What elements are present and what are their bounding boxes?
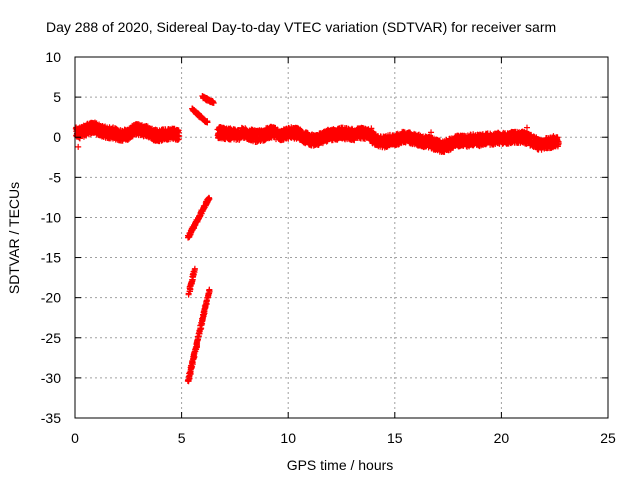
data-point [368,125,375,132]
y-tick-label: -20 [41,290,61,306]
data-point [227,125,234,132]
data-point [210,100,217,107]
data-point [204,119,211,126]
data-point [210,99,217,106]
y-axis-label: SDTVAR / TECUs [6,182,22,294]
x-tick-label: 10 [280,430,296,446]
data-point [523,124,530,131]
y-tick-label: -5 [49,169,62,185]
y-tick-label: -10 [41,209,61,225]
y-tick-label: -35 [41,410,61,426]
x-tick-label: 25 [600,430,616,446]
data-point [190,268,197,275]
x-tick-label: 20 [494,430,510,446]
data-point [206,195,213,202]
y-axis-ticks: -35 -30 -25 -20 -15 -10 -5 0 5 10 [41,49,608,426]
data-point [175,127,182,134]
data-point [504,130,511,137]
y-tick-label: -25 [41,330,61,346]
y-tick-label: -30 [41,370,61,386]
x-tick-label: 15 [387,430,403,446]
data-point [206,287,213,294]
data-point [428,129,435,136]
y-tick-label: 10 [45,49,61,65]
plot-frame [74,56,609,419]
data-point [191,265,198,272]
y-tick-label: -15 [41,250,61,266]
x-axis-label: GPS time / hours [287,457,394,473]
data-points [72,92,562,385]
x-tick-label: 5 [178,430,186,446]
x-tick-label: 0 [71,430,79,446]
y-tick-label: 5 [53,89,61,105]
x-axis-ticks: 0 5 10 15 20 25 [71,57,616,446]
data-point [75,143,82,150]
y-tick-label: 0 [53,129,61,145]
data-point [268,123,275,130]
data-point [555,138,562,145]
chart-title: Day 288 of 2020, Sidereal Day-to-day VTE… [46,19,556,35]
